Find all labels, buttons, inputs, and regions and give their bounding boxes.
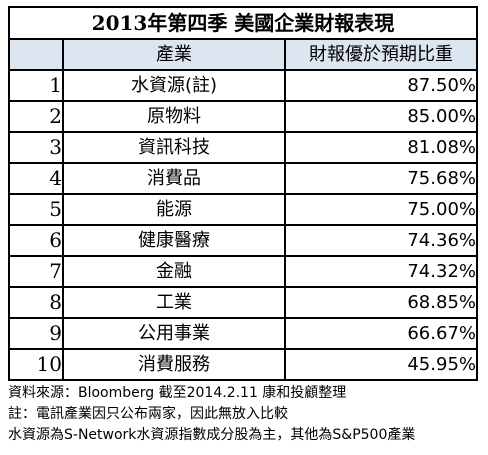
row-industry: 消費品: [62, 162, 286, 195]
row-index: 10: [8, 348, 64, 381]
row-beat-rate: 81.08%: [284, 131, 478, 164]
row-beat-rate: 68.85%: [284, 286, 478, 319]
table-row: 9 公用事業 66.67%: [8, 317, 478, 350]
row-beat-rate: 45.95%: [284, 348, 478, 381]
row-industry: 金融: [62, 255, 286, 288]
row-beat-rate: 87.50%: [284, 69, 478, 102]
table-row: 6 健康醫療 74.36%: [8, 224, 478, 257]
row-beat-rate: 66.67%: [284, 317, 478, 350]
table-row: 2 原物料 85.00%: [8, 100, 478, 133]
row-beat-rate: 75.68%: [284, 162, 478, 195]
row-index: 9: [8, 317, 64, 350]
row-industry: 公用事業: [62, 317, 286, 350]
report-container: 2013年第四季 美國企業財報表現 產業 財報優於預期比重 1 水資源(註) 87.…: [8, 6, 478, 446]
row-beat-rate: 75.00%: [284, 193, 478, 226]
table-row: 8 工業 68.85%: [8, 286, 478, 319]
row-beat-rate: 74.32%: [284, 255, 478, 288]
notes-block: 資料來源：Bloomberg 截至2014.2.11 康和投顧整理 註：電訊產業…: [8, 383, 478, 446]
table-row: 5 能源 75.00%: [8, 193, 478, 226]
earnings-table: 2013年第四季 美國企業財報表現 產業 財報優於預期比重 1 水資源(註) 87.…: [8, 6, 478, 381]
table-row: 7 金融 74.32%: [8, 255, 478, 288]
table-body: 1 水資源(註) 87.50% 2 原物料 85.00% 3 資訊科技 81.08% 4 消費品 75…: [8, 69, 478, 381]
row-index: 3: [8, 131, 64, 164]
row-index: 4: [8, 162, 64, 195]
row-index: 6: [8, 224, 64, 257]
header-beat-rate: 財報優於預期比重: [284, 38, 478, 71]
table-title: 2013年第四季 美國企業財報表現: [8, 6, 478, 40]
table-row: 4 消費品 75.68%: [8, 162, 478, 195]
row-industry: 工業: [62, 286, 286, 319]
row-industry: 資訊科技: [62, 131, 286, 164]
row-beat-rate: 85.00%: [284, 100, 478, 133]
header-row: 產業 財報優於預期比重: [8, 38, 478, 71]
row-beat-rate: 74.36%: [284, 224, 478, 257]
header-index: [8, 38, 64, 71]
row-industry: 原物料: [62, 100, 286, 133]
table-title-row: 2013年第四季 美國企業財報表現: [8, 6, 478, 40]
row-industry: 水資源(註): [62, 69, 286, 102]
header-industry: 產業: [62, 38, 286, 71]
row-index: 1: [8, 69, 64, 102]
row-index: 7: [8, 255, 64, 288]
row-index: 8: [8, 286, 64, 319]
footnote-telecom: 註：電訊產業因只公布兩家，因此無放入比較: [8, 406, 288, 422]
table-row: 10 消費服務 45.95%: [8, 348, 478, 381]
row-index: 2: [8, 100, 64, 133]
row-industry: 能源: [62, 193, 286, 226]
source-note: 資料來源：Bloomberg 截至2014.2.11 康和投顧整理: [8, 385, 347, 401]
footnote-water: 水資源為S-Network水資源指數成分股為主，其他為S&P500產業: [8, 427, 416, 443]
table-row: 3 資訊科技 81.08%: [8, 131, 478, 164]
row-index: 5: [8, 193, 64, 226]
row-industry: 健康醫療: [62, 224, 286, 257]
row-industry: 消費服務: [62, 348, 286, 381]
table-row: 1 水資源(註) 87.50%: [8, 69, 478, 102]
